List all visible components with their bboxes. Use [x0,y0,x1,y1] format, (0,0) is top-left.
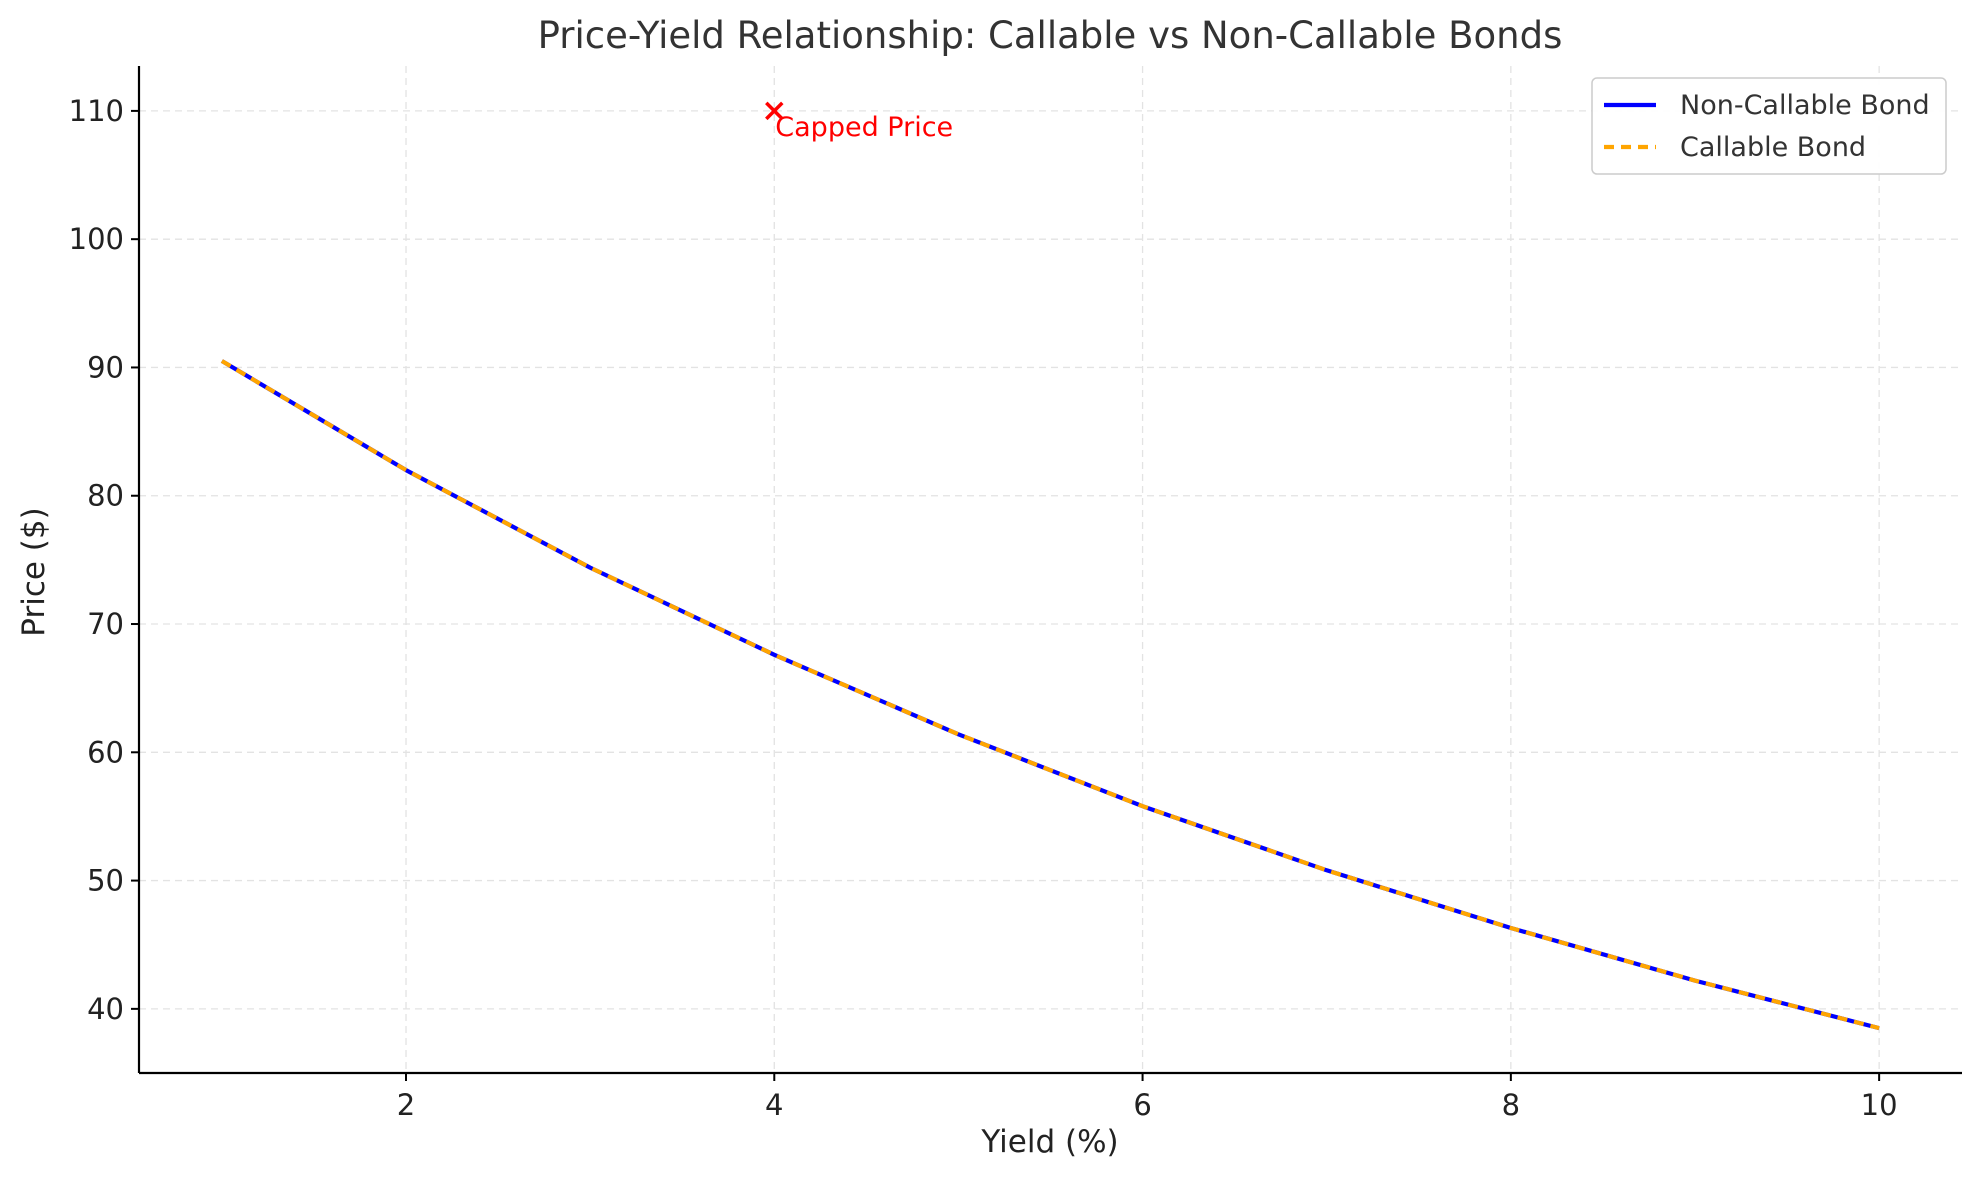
grid [139,66,1962,1073]
series-line-non-callable-bond [220,359,1880,1031]
axes [137,66,1962,1075]
marker-stroke [765,101,784,121]
y-tick-label: 70 [87,607,124,641]
legend-label: Non-Callable Bond [1680,90,1930,121]
capped-price-label: Capped Price [775,112,953,143]
x-tick-label: 6 [1133,1088,1151,1122]
y-tick-label: 110 [69,94,124,128]
y-tick-label: 100 [69,222,124,256]
x-axis-ticks: 2 4 6 8 10 [397,1073,1898,1122]
x-tick-label: 10 [1861,1088,1898,1122]
legend-label: Callable Bond [1680,132,1866,163]
series-layer [220,359,1880,1031]
y-tick-label: 40 [87,992,124,1026]
legend-box [1591,77,1947,175]
chart-title: Price-Yield Relationship: Callable vs No… [538,14,1563,57]
x-tick-label: 4 [765,1088,783,1122]
capped-price-marker [765,101,784,121]
y-tick-label: 50 [87,864,124,898]
y-tick-label: 90 [87,350,124,384]
y-axis-title: Price ($) [16,507,52,636]
x-tick-label: 2 [397,1088,415,1122]
y-axis-ticks: 40 50 60 70 80 90 100 110 [69,94,139,1026]
series-line-callable-bond [220,359,1880,1031]
annotation-layer: Capped Price [765,101,953,143]
legend: Non-Callable Bond Callable Bond [1591,77,1947,175]
x-tick-label: 8 [1502,1088,1520,1122]
x-axis-title: Yield (%) [980,1124,1118,1160]
y-tick-label: 80 [87,479,124,513]
y-tick-label: 60 [87,735,124,769]
